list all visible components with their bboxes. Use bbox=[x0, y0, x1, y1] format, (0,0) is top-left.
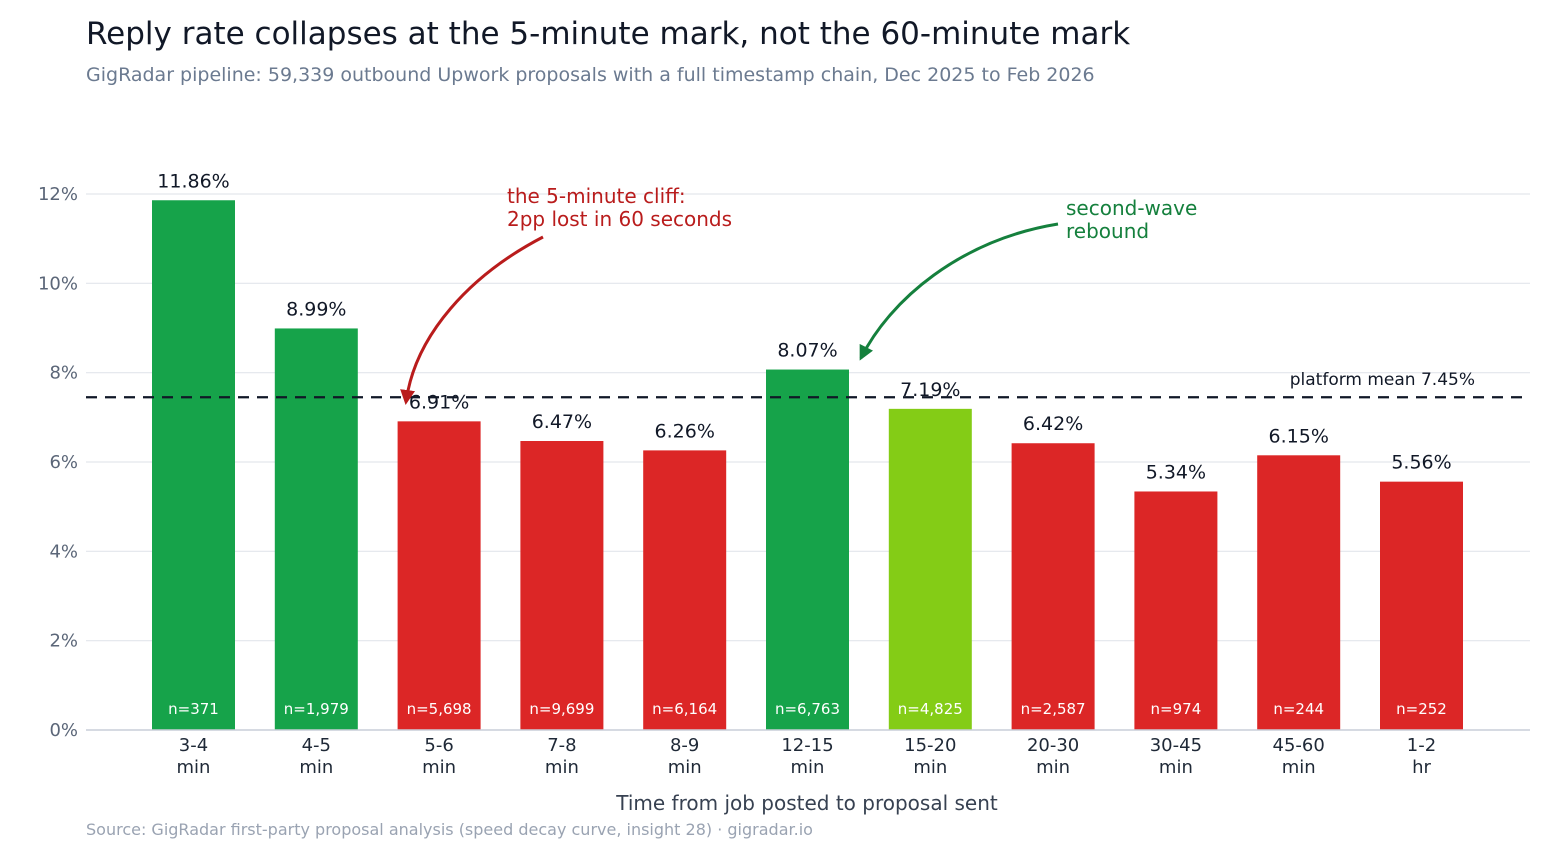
rebound-arrow bbox=[859, 222, 1059, 361]
y-tick-label: 2% bbox=[49, 631, 78, 652]
bar-sample-size-label: n=4,825 bbox=[898, 700, 963, 718]
y-tick-label: 0% bbox=[49, 720, 78, 741]
bar-value-label: 6.47% bbox=[532, 411, 592, 433]
x-tick-label-unit: min bbox=[177, 757, 211, 778]
bar-sample-size-label: n=5,698 bbox=[407, 700, 472, 718]
x-tick-label-unit: min bbox=[1036, 757, 1070, 778]
rebound-annotation: second-wave rebound bbox=[1066, 196, 1197, 243]
y-tick-label: 10% bbox=[38, 273, 78, 294]
cliff-annotation-line: the 5-minute cliff: bbox=[507, 184, 686, 208]
y-tick-label: 8% bbox=[49, 363, 78, 384]
x-tick-label: 4-5 bbox=[302, 735, 331, 756]
rebound-annotation-line: second-wave bbox=[1066, 196, 1197, 220]
x-tick-label-unit: min bbox=[1159, 757, 1193, 778]
rebound-annotation-line: rebound bbox=[1066, 219, 1149, 243]
y-tick-label: 6% bbox=[49, 452, 78, 473]
cliff-annotation: the 5-minute cliff: 2pp lost in 60 second… bbox=[507, 184, 732, 231]
bar-value-label: 8.99% bbox=[286, 298, 346, 320]
bar-sample-size-label: n=2,587 bbox=[1021, 700, 1086, 718]
bar bbox=[1011, 443, 1095, 730]
x-tick-label: 1-2 bbox=[1407, 735, 1436, 756]
x-tick-label-unit: min bbox=[791, 757, 825, 778]
bar-sample-size-label: n=9,699 bbox=[529, 700, 594, 718]
source-footer: Source: GigRadar first-party proposal an… bbox=[86, 820, 813, 839]
bar-value-label: 11.86% bbox=[157, 170, 229, 192]
bar-labels: 11.86% n=371 8.99% n=1,979 6.91% n=5,698 6.47%… bbox=[157, 170, 1451, 718]
bar-value-label: 5.34% bbox=[1146, 461, 1206, 483]
x-tick-label-unit: min bbox=[299, 757, 333, 778]
bar-value-label: 6.15% bbox=[1269, 425, 1329, 447]
bars bbox=[152, 200, 1463, 731]
x-axis-label: Time from job posted to proposal sent bbox=[615, 791, 998, 815]
bar-sample-size-label: n=252 bbox=[1396, 700, 1447, 718]
x-tick-label: 8-9 bbox=[670, 735, 699, 756]
bar bbox=[520, 441, 604, 730]
cliff-arrow bbox=[400, 235, 544, 405]
annotations: the 5-minute cliff: 2pp lost in 60 second… bbox=[400, 184, 1197, 405]
x-tick-label: 12-15 bbox=[781, 735, 833, 756]
bar-sample-size-label: n=1,979 bbox=[284, 700, 349, 718]
x-tick-label: 15-20 bbox=[904, 735, 956, 756]
x-tick-label: 3-4 bbox=[179, 735, 208, 756]
bar-value-label: 7.19% bbox=[900, 379, 960, 401]
platform-mean-line: platform mean 7.45% bbox=[86, 370, 1530, 399]
x-tick-label-unit: min bbox=[668, 757, 702, 778]
x-tick-label: 45-60 bbox=[1273, 735, 1325, 756]
x-tick-label: 7-8 bbox=[547, 735, 576, 756]
x-tick-label: 5-6 bbox=[424, 735, 453, 756]
bar bbox=[643, 450, 727, 730]
y-tick-label: 4% bbox=[49, 541, 78, 562]
bar-sample-size-label: n=244 bbox=[1273, 700, 1324, 718]
bar bbox=[766, 369, 849, 730]
bar bbox=[397, 421, 481, 730]
x-tick-label-unit: min bbox=[913, 757, 947, 778]
bar-sample-size-label: n=974 bbox=[1151, 700, 1202, 718]
axes: 0%2%4%6%8%10%12%3-4min4-5min5-6min7-8min… bbox=[38, 184, 1530, 815]
x-tick-label-unit: hr bbox=[1412, 757, 1431, 778]
bar bbox=[1257, 455, 1341, 730]
x-tick-label-unit: min bbox=[422, 757, 456, 778]
chart-title: Reply rate collapses at the 5-minute mar… bbox=[86, 16, 1131, 52]
bar bbox=[1134, 491, 1218, 730]
bar bbox=[1380, 481, 1463, 730]
bar-value-label: 6.42% bbox=[1023, 413, 1083, 435]
bar-value-label: 6.26% bbox=[655, 420, 715, 442]
cliff-annotation-line: 2pp lost in 60 seconds bbox=[507, 207, 732, 231]
platform-mean-label: platform mean 7.45% bbox=[1290, 370, 1475, 390]
bar-sample-size-label: n=6,763 bbox=[775, 700, 840, 718]
x-tick-label: 20-30 bbox=[1027, 735, 1079, 756]
bar bbox=[152, 200, 235, 731]
bar-value-label: 6.91% bbox=[409, 391, 469, 413]
x-tick-label-unit: min bbox=[1282, 757, 1316, 778]
bar bbox=[274, 328, 358, 730]
bar-sample-size-label: n=6,164 bbox=[652, 700, 717, 718]
x-tick-label-unit: min bbox=[545, 757, 579, 778]
bar-value-label: 5.56% bbox=[1391, 452, 1451, 474]
x-tick-label: 30-45 bbox=[1150, 735, 1202, 756]
y-tick-label: 12% bbox=[38, 184, 78, 205]
bar-value-label: 8.07% bbox=[777, 340, 837, 362]
bar bbox=[888, 408, 972, 730]
chart-subtitle: GigRadar pipeline: 59,339 outbound Upwor… bbox=[86, 64, 1095, 86]
bar-sample-size-label: n=371 bbox=[168, 700, 219, 718]
